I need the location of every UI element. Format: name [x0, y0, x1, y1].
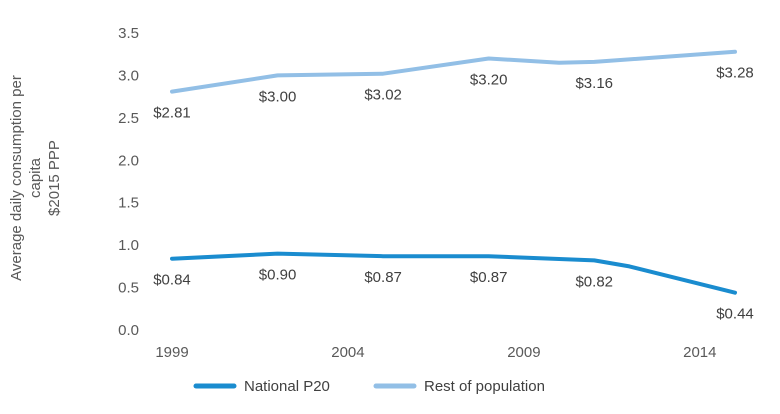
y-tick-label: 1.5 [118, 195, 139, 212]
data-label: $0.87 [364, 269, 402, 286]
y-tick-label: 3.0 [118, 67, 139, 84]
y-axis-title-line: capita [27, 157, 44, 198]
data-label: $0.87 [470, 269, 508, 286]
y-axis-title-line: Average daily consumption per [8, 75, 25, 281]
data-label: $3.20 [470, 71, 508, 88]
y-axis-title-line: $2015 PPP [46, 140, 63, 216]
data-label: $3.16 [575, 75, 613, 92]
series-line-national-p20 [170, 251, 737, 295]
y-axis-ticks: 0.0 0.5 1.0 1.5 2.0 2.5 3.0 3.5 [118, 25, 139, 339]
legend-label: National P20 [244, 378, 330, 395]
y-tick-label: 1.0 [118, 237, 139, 254]
data-labels: $0.84 $0.90 $0.87 $0.87 $0.82 $0.44 $2.81 $3.00… [153, 65, 754, 323]
x-tick-label: 1999 [155, 344, 188, 361]
x-tick-label: 2014 [683, 344, 716, 361]
data-label: $0.84 [153, 272, 191, 289]
data-label: $3.00 [259, 88, 297, 105]
data-label: $3.02 [364, 87, 402, 104]
data-label: $0.82 [575, 273, 613, 290]
x-axis-ticks: 1999 2004 2009 2014 [155, 344, 716, 361]
series-line-rest-of-population [170, 49, 737, 94]
y-tick-label: 0.0 [118, 322, 139, 339]
legend: National P20 Rest of population [193, 378, 545, 395]
series-lines [170, 49, 737, 295]
y-tick-label: 3.5 [118, 25, 139, 42]
x-tick-label: 2009 [507, 344, 540, 361]
x-tick-label: 2004 [331, 344, 364, 361]
data-label: $2.81 [153, 105, 191, 122]
y-tick-label: 2.0 [118, 152, 139, 169]
data-label: $0.44 [716, 306, 754, 323]
y-axis-title: Average daily consumption per capita $2015… [8, 75, 63, 281]
y-axis-title-text: Average daily consumption per capita $2015… [8, 75, 63, 281]
y-tick-label: 2.5 [118, 110, 139, 127]
y-tick-label: 0.5 [118, 280, 139, 297]
data-label: $3.28 [716, 65, 754, 82]
data-label: $0.90 [259, 267, 297, 284]
legend-label: Rest of population [424, 378, 545, 395]
